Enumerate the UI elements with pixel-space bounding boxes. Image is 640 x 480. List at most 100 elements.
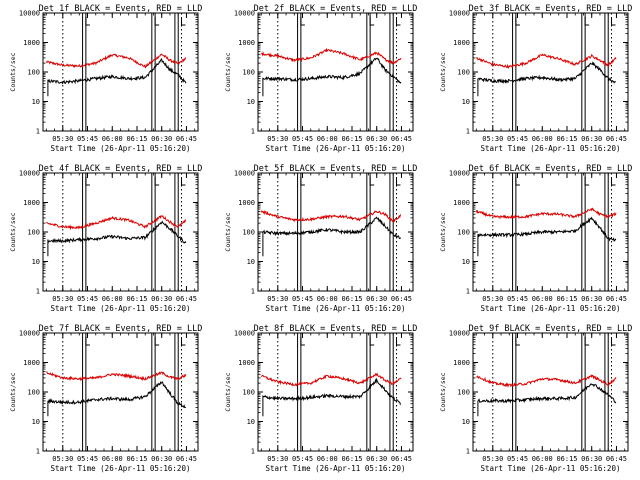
y-axis-label: Counts/sec	[439, 212, 447, 251]
y-tick-label: 100	[242, 229, 255, 237]
interval-hook-mark	[369, 17, 375, 26]
x-tick-label: 06:15	[556, 135, 577, 143]
panel-det-6: Det 6f BLACK = Events, RED = LLD 1 10 100 10…	[439, 164, 632, 313]
x-tick-label: 05:45	[292, 455, 313, 463]
x-tick-label: 06:45	[391, 455, 412, 463]
y-tick-label: 1	[36, 288, 40, 296]
x-axis-label: Start Time (26-Apr-11 05:16:20)	[51, 304, 191, 313]
y-tick-label: 10	[462, 258, 470, 266]
x-tick-label: 06:45	[391, 135, 412, 143]
interval-hook-mark	[396, 17, 401, 26]
interval-hook-mark	[154, 17, 160, 26]
panel-det-2: Det 2f BLACK = Events, RED = LLD 1 10 100 10…	[224, 4, 417, 153]
interval-hook-mark	[396, 177, 401, 186]
interval-hook-mark	[181, 177, 186, 186]
x-axis-label: Start Time (26-Apr-11 05:16:20)	[481, 144, 621, 153]
x-axis-label: Start Time (26-Apr-11 05:16:20)	[481, 464, 621, 473]
events-series-line	[477, 216, 617, 257]
panel-title: Det 4f BLACK = Events, RED = LLD	[39, 164, 203, 174]
x-tick-label: 05:30	[52, 135, 73, 143]
y-tick-label: 10000	[19, 10, 40, 18]
x-tick-label: 06:15	[341, 135, 362, 143]
lld-series-line	[476, 374, 617, 388]
y-axis-label: Counts/sec	[9, 212, 17, 251]
y-tick-label: 100	[242, 389, 255, 397]
y-tick-label: 10	[32, 418, 40, 426]
y-tick-label: 100	[242, 69, 255, 77]
y-tick-label: 10	[247, 258, 255, 266]
x-tick-label: 05:30	[267, 135, 288, 143]
interval-hook-mark	[584, 177, 590, 186]
y-axis-label: Counts/sec	[224, 212, 232, 251]
interval-hook-mark	[515, 337, 520, 346]
y-tick-label: 100	[457, 229, 470, 237]
interval-hook-mark	[611, 17, 616, 26]
y-tick-label: 10	[247, 98, 255, 106]
x-tick-label: 06:45	[176, 455, 197, 463]
interval-hook-mark	[515, 17, 520, 26]
x-tick-label: 05:45	[77, 135, 98, 143]
y-tick-label: 1	[251, 448, 255, 456]
x-axis-label: Start Time (26-Apr-11 05:16:20)	[266, 304, 406, 313]
panel-det-4: Det 4f BLACK = Events, RED = LLD 1 10 100 10…	[9, 164, 202, 313]
x-axis-label: Start Time (26-Apr-11 05:16:20)	[481, 304, 621, 313]
y-tick-label: 1000	[23, 199, 40, 207]
interval-hook-mark	[396, 337, 401, 346]
y-tick-label: 1	[251, 288, 255, 296]
y-tick-label: 10	[462, 418, 470, 426]
y-tick-label: 10	[462, 98, 470, 106]
x-tick-label: 05:30	[267, 295, 288, 303]
y-tick-label: 100	[27, 69, 40, 77]
x-tick-label: 06:45	[176, 135, 197, 143]
x-tick-label: 06:00	[102, 455, 123, 463]
x-tick-label: 06:30	[151, 455, 172, 463]
x-axis-label: Start Time (26-Apr-11 05:16:20)	[266, 144, 406, 153]
x-tick-label: 05:30	[482, 295, 503, 303]
y-tick-label: 1	[36, 128, 40, 136]
panel-det-7: Det 7f BLACK = Events, RED = LLD 1 10 100 10…	[9, 324, 202, 473]
x-tick-label: 06:15	[126, 295, 147, 303]
y-tick-label: 1	[466, 288, 470, 296]
panel-det-3: Det 3f BLACK = Events, RED = LLD 1 10 100 10…	[439, 4, 632, 153]
lld-series-line	[46, 371, 187, 382]
panel-det-9: Det 9f BLACK = Events, RED = LLD 1 10 100 10…	[439, 324, 632, 473]
x-tick-label: 06:15	[126, 135, 147, 143]
lld-series-line	[260, 372, 402, 387]
interval-hook-mark	[584, 17, 590, 26]
y-tick-label: 1000	[453, 359, 470, 367]
y-axis-label: Counts/sec	[9, 372, 17, 411]
x-tick-label: 05:45	[507, 455, 528, 463]
x-tick-label: 06:00	[317, 135, 338, 143]
y-axis-label: Counts/sec	[439, 372, 447, 411]
interval-hook-mark	[154, 337, 160, 346]
y-tick-label: 10000	[19, 170, 40, 178]
panel-title: Det 3f BLACK = Events, RED = LLD	[469, 4, 633, 14]
events-series-line	[262, 377, 401, 417]
y-tick-label: 1	[466, 448, 470, 456]
panel-det-5: Det 5f BLACK = Events, RED = LLD 1 10 100 10…	[224, 164, 417, 313]
x-tick-label: 06:15	[341, 295, 362, 303]
y-tick-label: 1	[251, 128, 255, 136]
y-tick-label: 10	[32, 258, 40, 266]
y-tick-label: 10000	[234, 10, 255, 18]
x-tick-label: 06:30	[366, 295, 387, 303]
y-tick-label: 1000	[238, 359, 255, 367]
events-series-line	[47, 220, 187, 257]
y-tick-label: 1000	[23, 39, 40, 47]
interval-hook-mark	[85, 17, 90, 26]
y-axis-label: Counts/sec	[224, 372, 232, 411]
x-tick-label: 06:30	[581, 295, 602, 303]
events-series-line	[477, 61, 616, 97]
panel-title: Det 1f BLACK = Events, RED = LLD	[39, 4, 203, 14]
y-axis-label: Counts/sec	[9, 52, 17, 91]
y-tick-label: 1	[36, 448, 40, 456]
x-tick-label: 06:15	[126, 455, 147, 463]
x-tick-label: 06:00	[532, 135, 553, 143]
panel-title: Det 9f BLACK = Events, RED = LLD	[469, 324, 633, 334]
interval-hook-mark	[85, 337, 90, 346]
events-series-line	[262, 216, 402, 257]
x-tick-label: 06:30	[366, 135, 387, 143]
x-tick-label: 06:15	[556, 295, 577, 303]
x-tick-label: 06:45	[606, 455, 627, 463]
panel-title: Det 8f BLACK = Events, RED = LLD	[254, 324, 418, 334]
